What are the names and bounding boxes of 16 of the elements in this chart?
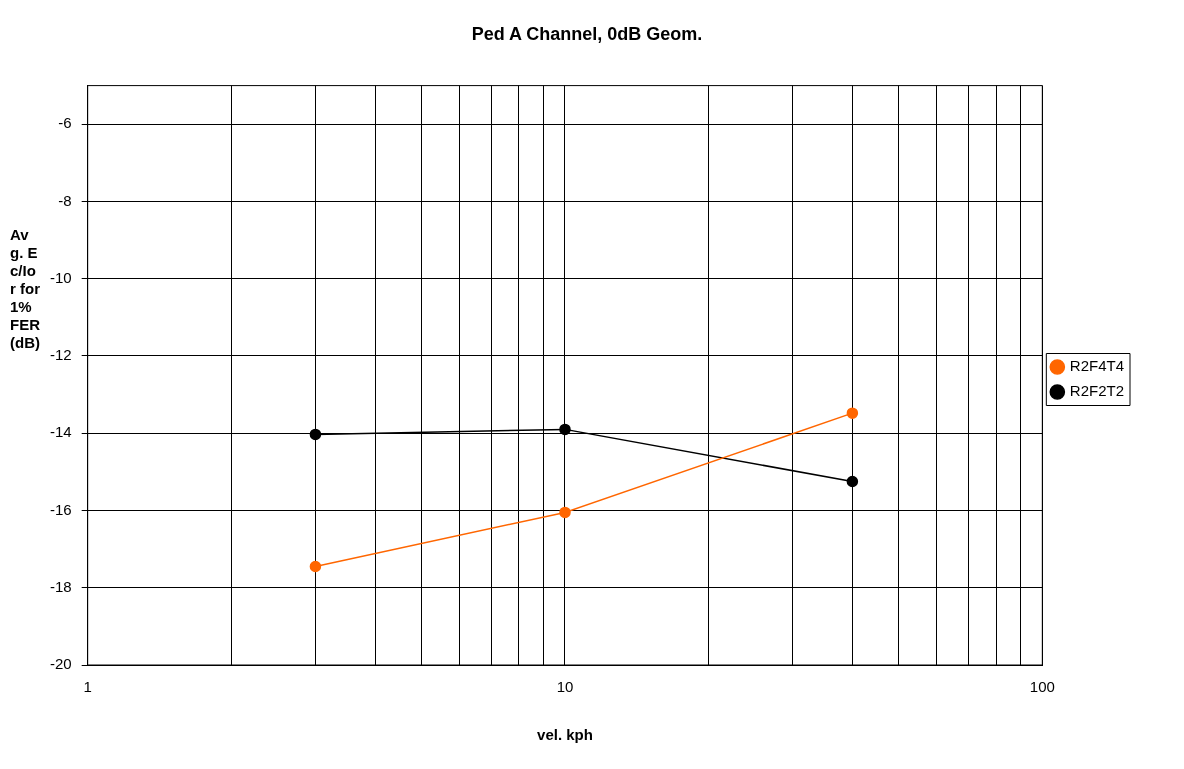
y-tick-label: -16: [49, 500, 72, 518]
y-tick-label: -20: [49, 655, 72, 673]
x-tick-label: 1: [83, 678, 92, 696]
y-axis-title: Avg. Ec/Ior for 1% FER (dB): [10, 226, 40, 352]
y-tick-label: -12: [49, 346, 72, 364]
x-tick-label: 100: [1029, 678, 1055, 696]
legend-label: R2F2T2: [1069, 382, 1124, 400]
y-tick-label: -6: [58, 114, 72, 132]
legend-label: R2F4T4: [1069, 357, 1124, 375]
x-tick-label: 10: [556, 678, 574, 696]
chart-title: Ped A Channel, 0dB Geom.: [471, 23, 703, 44]
y-tick-label: -8: [58, 191, 72, 209]
x-axis-title: vel. kph: [537, 726, 593, 744]
y-tick-label: -18: [49, 577, 72, 595]
y-tick-label: -14: [49, 423, 72, 441]
y-tick-label: -10: [49, 268, 72, 286]
